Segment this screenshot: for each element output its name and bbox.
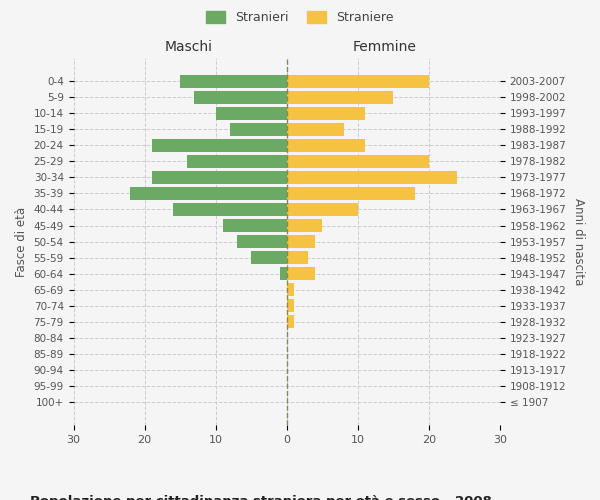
Bar [287,251,308,264]
Bar [287,90,394,104]
Text: Maschi: Maschi [164,40,212,54]
Text: Femmine: Femmine [353,40,417,54]
Bar [230,122,287,136]
Bar [215,106,287,120]
Bar [223,219,287,232]
Y-axis label: Anni di nascita: Anni di nascita [572,198,585,286]
Bar [251,251,287,264]
Bar [152,138,287,152]
Bar [287,171,457,184]
Bar [287,138,365,152]
Bar [287,315,294,328]
Bar [287,267,315,280]
Bar [152,171,287,184]
Bar [287,219,322,232]
Bar [287,187,415,200]
Y-axis label: Fasce di età: Fasce di età [15,206,28,276]
Bar [287,299,294,312]
Bar [287,283,294,296]
Bar [287,106,365,120]
Text: Popolazione per cittadinanza straniera per età e sesso - 2008: Popolazione per cittadinanza straniera p… [30,495,492,500]
Bar [130,187,287,200]
Bar [173,203,287,216]
Bar [287,235,315,248]
Bar [287,122,344,136]
Bar [187,155,287,168]
Bar [287,203,358,216]
Bar [237,235,287,248]
Legend: Stranieri, Straniere: Stranieri, Straniere [202,6,398,29]
Bar [287,155,429,168]
Bar [287,74,429,88]
Bar [194,90,287,104]
Bar [180,74,287,88]
Bar [280,267,287,280]
